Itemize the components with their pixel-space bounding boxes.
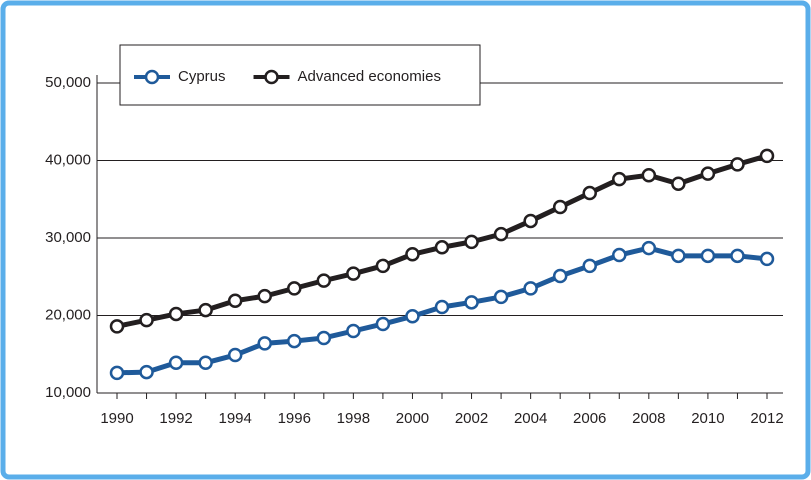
point <box>139 312 154 328</box>
x-tick-label: 1990 <box>100 410 133 427</box>
x-tick-label: 1996 <box>278 410 311 427</box>
point <box>464 295 479 310</box>
y-tick-label: 50,000 <box>45 74 91 91</box>
point <box>641 240 657 256</box>
y-tick-label: 10,000 <box>45 384 91 401</box>
point <box>700 166 716 181</box>
point <box>168 355 184 371</box>
point <box>109 319 125 334</box>
y-tick-label: 20,000 <box>45 306 91 323</box>
point <box>139 364 154 380</box>
point <box>641 167 657 183</box>
point <box>552 199 568 215</box>
point <box>552 268 568 284</box>
x-tick-label: 2000 <box>396 410 429 427</box>
point <box>227 347 243 363</box>
point <box>612 247 627 263</box>
point <box>198 302 213 318</box>
x-tick-label: 2012 <box>750 410 783 427</box>
point <box>168 306 184 322</box>
point <box>523 213 538 229</box>
point <box>375 258 391 274</box>
point <box>287 333 302 349</box>
point <box>316 273 332 288</box>
point <box>582 185 597 201</box>
y-tick-label: 30,000 <box>45 229 91 246</box>
point <box>464 234 479 250</box>
point <box>730 248 745 264</box>
point <box>612 171 627 187</box>
point <box>671 176 686 191</box>
point <box>257 288 272 304</box>
x-tick-label: 2004 <box>514 410 547 427</box>
legend-marker <box>264 69 279 85</box>
point <box>493 289 509 305</box>
point <box>434 299 450 315</box>
x-tick-label: 1994 <box>218 410 251 427</box>
point <box>287 281 302 296</box>
point <box>109 365 125 381</box>
point <box>198 355 213 371</box>
x-tick-label: 2006 <box>573 410 606 427</box>
point <box>523 281 538 296</box>
legend-label: Cyprus <box>178 68 226 85</box>
point <box>375 316 391 332</box>
y-tick-label: 40,000 <box>45 151 91 168</box>
point <box>582 258 597 274</box>
legend-label: Advanced economies <box>298 68 441 85</box>
point <box>730 157 745 172</box>
point <box>493 226 509 242</box>
x-tick-label: 2008 <box>632 410 665 427</box>
point <box>405 247 420 262</box>
point <box>434 240 450 255</box>
x-tick-label: 2010 <box>691 410 724 427</box>
point <box>759 251 775 267</box>
point <box>759 148 775 164</box>
x-tick-label: 1998 <box>337 410 370 427</box>
legend-box <box>119 44 481 106</box>
point <box>346 323 361 339</box>
point <box>257 336 272 351</box>
x-tick-label: 2002 <box>455 410 488 427</box>
x-tick-label: 1992 <box>159 410 192 427</box>
point <box>405 309 420 324</box>
point <box>700 248 716 264</box>
point <box>316 330 332 346</box>
point <box>227 293 243 309</box>
legend-marker <box>144 69 160 85</box>
point <box>346 266 361 281</box>
point <box>671 248 686 264</box>
